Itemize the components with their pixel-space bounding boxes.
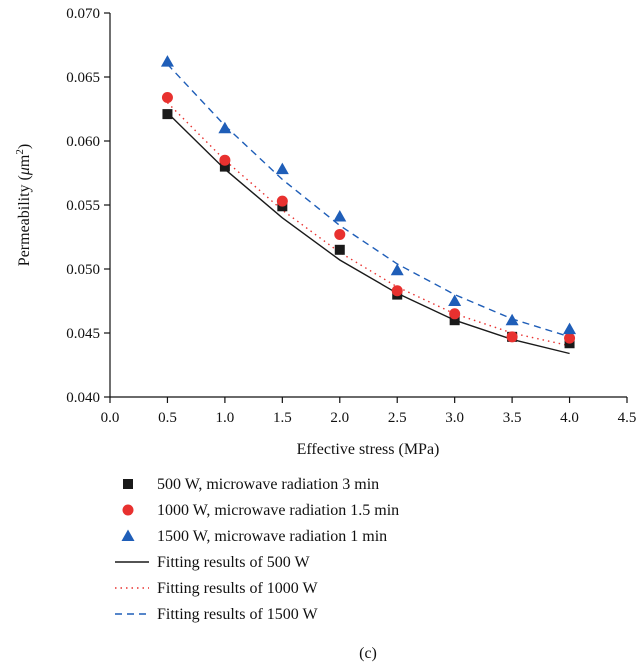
data-point-s2 xyxy=(275,162,289,175)
y-axis-title-suffix: ) xyxy=(16,144,33,149)
y-tick-label: 0.040 xyxy=(66,390,100,406)
data-point-s1 xyxy=(219,154,231,166)
data-point-s0 xyxy=(449,315,460,326)
data-point-s0 xyxy=(219,161,230,172)
legend-label-series-2: 1500 W, microwave radiation 1 min xyxy=(157,528,387,545)
y-axis-title: Permeability (μm2) xyxy=(14,144,33,266)
data-point-s2 xyxy=(218,121,232,134)
data-point-s2 xyxy=(563,322,577,335)
legend-label-fit-2: Fitting results of 1500 W xyxy=(157,606,318,623)
legend-label-fit-1: Fitting results of 1000 W xyxy=(157,580,318,597)
data-point-s1 xyxy=(391,285,403,297)
legend-marker-0 xyxy=(123,479,133,489)
y-tick-label: 0.065 xyxy=(66,70,100,86)
plot-axes xyxy=(109,13,627,398)
legend-label-series-1: 1000 W, microwave radiation 1.5 min xyxy=(157,502,399,519)
data-point-s1 xyxy=(276,195,288,207)
axis-ticks: 0.0 0.5 1.0 1.5 2.0 2.5 3.0 3.5 4.0 4.5 0.040 0.045… xyxy=(66,6,636,426)
x-tick-label: 0.0 xyxy=(101,410,120,426)
data-point-s0 xyxy=(162,109,173,120)
figure-caption: (c) xyxy=(359,645,377,662)
legend-label-fit-0: Fitting results of 500 W xyxy=(157,554,310,571)
y-tick-label: 0.045 xyxy=(66,326,100,342)
data-point-s2 xyxy=(505,313,519,326)
y-tick-label: 0.050 xyxy=(66,262,100,278)
y-axis-title-mu: μ xyxy=(16,167,33,176)
data-point-s2 xyxy=(333,210,347,222)
y-axis-title-prefix: Permeability ( xyxy=(16,175,33,266)
y-axis-title-sup: 2 xyxy=(14,149,26,155)
x-tick-label: 4.0 xyxy=(560,410,579,426)
data-point-s2 xyxy=(160,55,174,67)
x-tick-label: 2.0 xyxy=(330,410,349,426)
x-tick-label: 1.0 xyxy=(216,410,235,426)
data-point-s2 xyxy=(390,263,404,276)
x-tick-label: 1.5 xyxy=(273,410,292,426)
y-tick-label: 0.055 xyxy=(66,198,100,214)
legend-marker-2 xyxy=(121,529,135,541)
fit-line-1 xyxy=(166,102,570,347)
legend-marker-1 xyxy=(122,504,134,516)
fit-line-2 xyxy=(166,63,570,338)
x-axis-title: Effective stress (MPa) xyxy=(297,441,440,458)
data-point-s1 xyxy=(449,308,461,320)
data-point-s1 xyxy=(161,91,173,103)
data-point-s2 xyxy=(448,294,462,306)
data-point-s0 xyxy=(334,244,345,255)
x-tick-label: 3.5 xyxy=(503,410,522,426)
y-tick-label: 0.060 xyxy=(66,134,100,150)
data-point-s1 xyxy=(506,331,518,343)
legend-label-series-0: 500 W, microwave radiation 3 min xyxy=(157,476,379,493)
data-point-s1 xyxy=(334,228,346,240)
fit-line-0 xyxy=(166,112,570,355)
x-tick-label: 4.5 xyxy=(618,410,637,426)
y-axis-title-unit: m xyxy=(16,154,33,167)
x-tick-label: 3.0 xyxy=(445,410,464,426)
data-point-s1 xyxy=(564,332,576,344)
y-tick-label: 0.070 xyxy=(66,6,100,22)
data-markers xyxy=(160,55,577,349)
x-tick-label: 2.5 xyxy=(388,410,407,426)
fit-curves xyxy=(166,63,570,355)
x-tick-label: 0.5 xyxy=(158,410,177,426)
legend: 500 W, microwave radiation 3 min 1000 W, … xyxy=(115,476,399,623)
